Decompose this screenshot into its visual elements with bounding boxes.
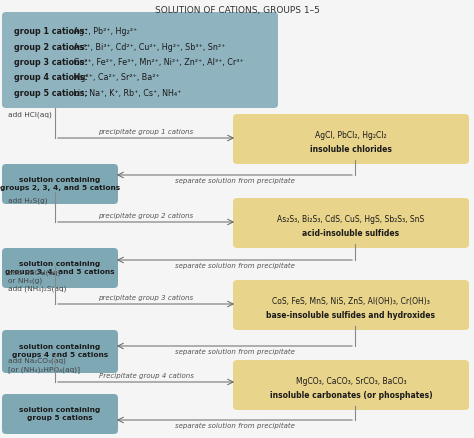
Text: separate solution from precipitate: separate solution from precipitate <box>174 263 294 269</box>
FancyBboxPatch shape <box>2 394 118 434</box>
Text: add NaOH(aq)
or NH₃(g)
add (NH₄)₂S(aq): add NaOH(aq) or NH₃(g) add (NH₄)₂S(aq) <box>8 270 66 293</box>
Text: solution containing
groups 2, 3, 4, and 5 cations: solution containing groups 2, 3, 4, and … <box>0 177 120 191</box>
Text: Li⁺, Na⁺, K⁺, Rb⁺, Cs⁺, NH₄⁺: Li⁺, Na⁺, K⁺, Rb⁺, Cs⁺, NH₄⁺ <box>71 89 181 98</box>
Text: separate solution from precipitate: separate solution from precipitate <box>174 423 294 429</box>
Text: group 4 cations:: group 4 cations: <box>14 74 88 82</box>
FancyBboxPatch shape <box>233 198 469 248</box>
FancyBboxPatch shape <box>233 280 469 330</box>
Text: group 2 cations:: group 2 cations: <box>14 42 88 52</box>
Text: group 5 cations:: group 5 cations: <box>14 89 88 98</box>
FancyBboxPatch shape <box>233 114 469 164</box>
Text: SOLUTION OF CATIONS, GROUPS 1–5: SOLUTION OF CATIONS, GROUPS 1–5 <box>155 6 319 15</box>
Text: precipitate group 1 cations: precipitate group 1 cations <box>99 129 193 135</box>
Text: precipitate group 3 cations: precipitate group 3 cations <box>99 295 193 301</box>
Text: add Na₂CO₃(aq)
[or (NH₄)₂HPO₄(aq)]: add Na₂CO₃(aq) [or (NH₄)₂HPO₄(aq)] <box>8 358 80 373</box>
Text: insoluble chlorides: insoluble chlorides <box>310 145 392 154</box>
FancyBboxPatch shape <box>2 248 118 288</box>
FancyBboxPatch shape <box>2 164 118 204</box>
FancyBboxPatch shape <box>233 360 469 410</box>
Text: Precipitate group 4 cations: Precipitate group 4 cations <box>99 373 193 379</box>
Text: As₂S₃, Bi₂S₃, CdS, CuS, HgS, Sb₂S₃, SnS: As₂S₃, Bi₂S₃, CdS, CuS, HgS, Sb₂S₃, SnS <box>277 215 425 224</box>
FancyBboxPatch shape <box>2 330 118 373</box>
Text: group 3 cations:: group 3 cations: <box>14 58 88 67</box>
Text: AgCl, PbCl₂, Hg₂Cl₂: AgCl, PbCl₂, Hg₂Cl₂ <box>315 131 387 140</box>
Text: group 1 cations:: group 1 cations: <box>14 27 88 36</box>
Text: add H₂S(g): add H₂S(g) <box>8 197 47 204</box>
Text: solution containing
groups 3, 4, and 5 cations: solution containing groups 3, 4, and 5 c… <box>5 261 115 275</box>
Text: base-insoluble sulfides and hydroxides: base-insoluble sulfides and hydroxides <box>266 311 436 320</box>
Text: CoS, FeS, MnS, NiS, ZnS, Al(OH)₃, Cr(OH)₃: CoS, FeS, MnS, NiS, ZnS, Al(OH)₃, Cr(OH)… <box>272 297 430 306</box>
Text: separate solution from precipitate: separate solution from precipitate <box>174 178 294 184</box>
Text: solution containing
group 5 cations: solution containing group 5 cations <box>19 407 100 421</box>
Text: solution containing
groups 4 and 5 cations: solution containing groups 4 and 5 catio… <box>12 345 108 358</box>
FancyBboxPatch shape <box>2 12 278 108</box>
Text: add HCl(aq): add HCl(aq) <box>8 112 52 119</box>
Text: insoluble carbonates (or phosphates): insoluble carbonates (or phosphates) <box>270 391 432 400</box>
Text: separate solution from precipitate: separate solution from precipitate <box>174 349 294 355</box>
Text: precipitate group 2 cations: precipitate group 2 cations <box>99 213 193 219</box>
Text: As³⁺, Bi³⁺, Cd²⁺, Cu²⁺, Hg²⁺, Sb³⁺, Sn²⁺: As³⁺, Bi³⁺, Cd²⁺, Cu²⁺, Hg²⁺, Sb³⁺, Sn²⁺ <box>71 42 225 52</box>
Text: acid-insoluble sulfides: acid-insoluble sulfides <box>302 229 400 238</box>
Text: MgCO₃, CaCO₃, SrCO₃, BaCO₃: MgCO₃, CaCO₃, SrCO₃, BaCO₃ <box>296 377 406 386</box>
Text: Co²⁺, Fe²⁺, Fe³⁺, Mn²⁺, Ni²⁺, Zn²⁺, Al³⁺, Cr³⁺: Co²⁺, Fe²⁺, Fe³⁺, Mn²⁺, Ni²⁺, Zn²⁺, Al³⁺… <box>71 58 244 67</box>
Text: Mg²⁺, Ca²⁺, Sr²⁺, Ba²⁺: Mg²⁺, Ca²⁺, Sr²⁺, Ba²⁺ <box>71 74 160 82</box>
Text: Ag⁺, Pb²⁺, Hg₂²⁺: Ag⁺, Pb²⁺, Hg₂²⁺ <box>71 27 137 36</box>
